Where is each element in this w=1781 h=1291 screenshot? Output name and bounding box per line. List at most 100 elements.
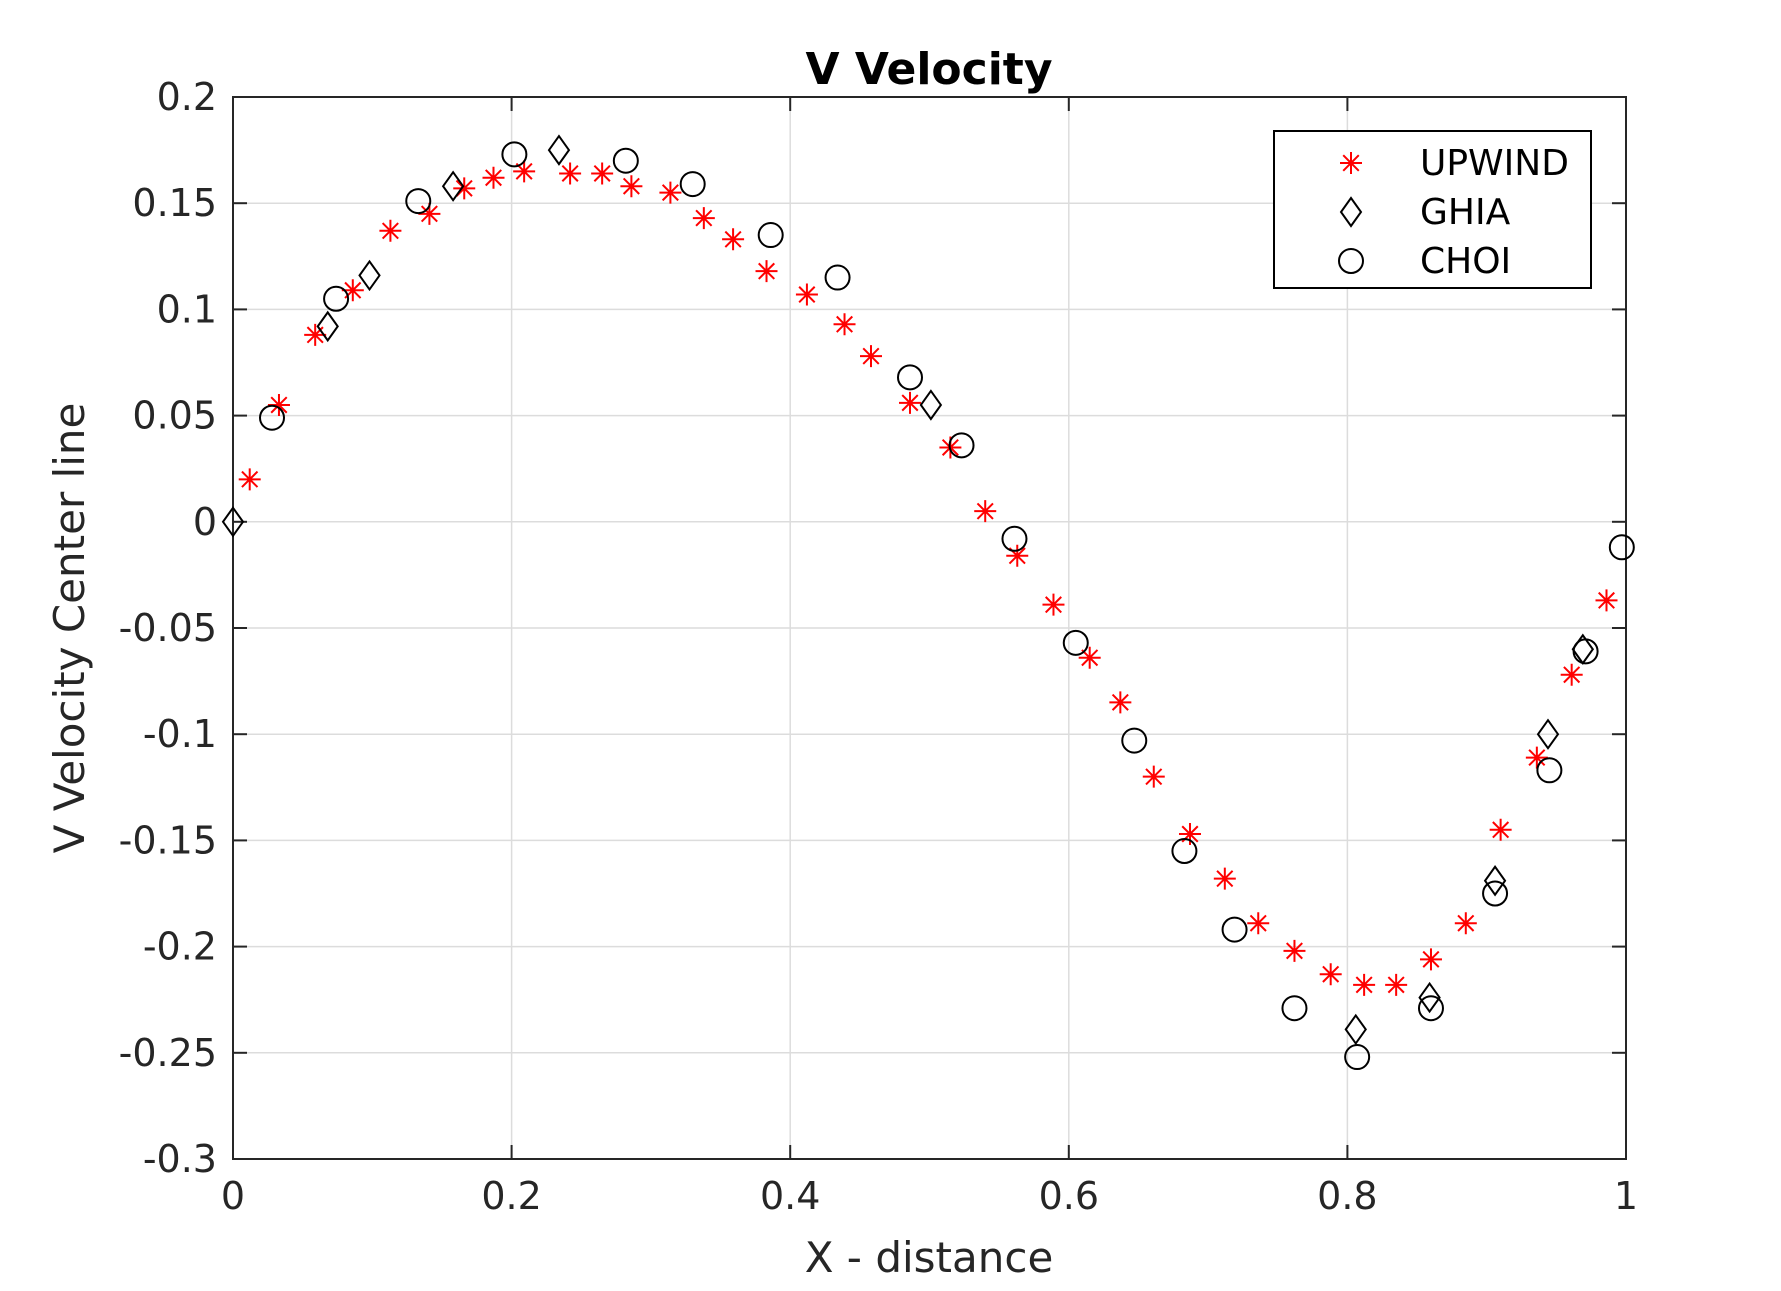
data-point-ghia [221,506,245,538]
x-tick-label: 1 [1614,1174,1638,1218]
data-point-upwind [559,162,582,185]
legend: UPWIND GHIA CHOI [1273,130,1592,289]
x-tick-label: 0.6 [1039,1174,1099,1218]
x-tick-label: 0.8 [1317,1174,1377,1218]
data-point-upwind [692,207,715,230]
data-point-upwind [238,468,261,491]
data-point-choi [1608,534,1635,561]
data-point-upwind [1109,691,1132,714]
y-tick-label: -0.15 [119,818,217,862]
legend-label-ghia: GHIA [1420,192,1511,233]
y-tick-label: -0.1 [143,712,217,756]
data-point-upwind [267,393,290,416]
data-point-ghia [547,134,571,166]
y-tick-label: -0.3 [143,1137,217,1181]
x-tick-label: 0 [221,1174,245,1218]
data-point-upwind [620,175,643,198]
data-point-upwind [1178,823,1201,846]
y-tick-label: 0.2 [157,75,217,119]
data-point-upwind [379,219,402,242]
data-point-choi [1121,727,1148,754]
data-point-choi [824,264,851,291]
data-point-choi [1417,995,1444,1022]
data-point-choi [612,147,639,174]
legend-marker-ghia [1339,196,1363,228]
data-point-choi [1221,916,1248,943]
legend-label-choi: CHOI [1420,241,1511,282]
data-point-upwind [974,500,997,523]
data-point-upwind [833,313,856,336]
data-point-upwind [1560,663,1583,686]
legend-marker-upwind [1340,152,1362,174]
data-point-upwind [1006,544,1029,567]
data-point-upwind [1247,912,1270,935]
data-point-ghia [316,310,339,343]
data-point-choi [1281,995,1308,1022]
y-tick-label: 0.15 [132,181,217,225]
data-point-ghia [1418,981,1441,1014]
y-tick-label: 0.05 [132,394,217,438]
data-point-choi [948,432,975,459]
data-point-ghia [358,259,381,292]
data-point-upwind [1213,867,1236,890]
data-point-upwind [722,228,745,251]
data-point-upwind [513,160,536,183]
y-tick-label: -0.2 [143,925,217,969]
data-point-upwind [1454,912,1477,935]
data-point-upwind [1489,818,1512,841]
chart-title: V Velocity [805,44,1052,95]
data-point-upwind [898,391,921,414]
series-ghia [221,134,1595,1046]
data-point-choi [405,188,432,215]
data-point-choi [1572,638,1599,665]
data-point-choi [259,404,286,431]
data-point-choi [1344,1044,1371,1071]
data-point-choi [1171,838,1198,865]
data-point-choi [1062,629,1089,656]
data-point-choi [323,285,350,312]
data-point-ghia [1483,865,1507,897]
x-tick-label: 0.4 [760,1174,820,1218]
series-upwind [238,160,1618,996]
data-point-upwind [755,260,778,283]
data-point-choi [1536,757,1563,784]
legend-box [1273,130,1592,289]
data-point-upwind [1078,646,1101,669]
data-point-upwind [1525,746,1548,769]
data-point-upwind [453,177,476,200]
data-point-ghia [919,389,943,421]
data-point-ghia [441,170,465,202]
data-point-choi [679,171,706,198]
data-point-upwind [591,162,614,185]
axis-ticks: 0 0.2 0.4 0.6 0.8 1 -0.3 -0.25 -0.2 -0.15 -0.1 -0.0… [119,75,1638,1218]
data-point-upwind [341,279,364,302]
data-point-upwind [1419,948,1442,971]
data-point-upwind [1319,963,1342,986]
y-axis-title: V Velocity Center line [45,403,94,854]
x-tick-label: 0.2 [481,1174,541,1218]
data-point-upwind [482,166,505,189]
data-point-choi [1482,880,1509,907]
data-point-ghia [1344,1013,1367,1046]
y-tick-label: 0 [193,500,217,544]
x-axis-title: X - distance [805,1233,1054,1282]
data-point-choi [757,222,784,249]
y-tick-label: 0.1 [157,287,217,331]
series-choi [259,141,1635,1071]
data-point-upwind [304,323,327,346]
data-point-choi [1001,525,1028,552]
data-point-upwind [1353,973,1376,996]
data-point-ghia [1536,718,1560,750]
data-point-upwind [659,181,682,204]
data-point-upwind [1142,765,1165,788]
data-point-upwind [1595,589,1618,612]
data-point-upwind [1042,593,1065,616]
y-tick-label: -0.25 [119,1031,217,1075]
data-point-upwind [859,345,882,368]
data-point-choi [896,364,923,391]
data-point-upwind [418,202,441,225]
legend-marker-choi [1338,248,1364,274]
y-tick-label: -0.05 [119,606,217,650]
